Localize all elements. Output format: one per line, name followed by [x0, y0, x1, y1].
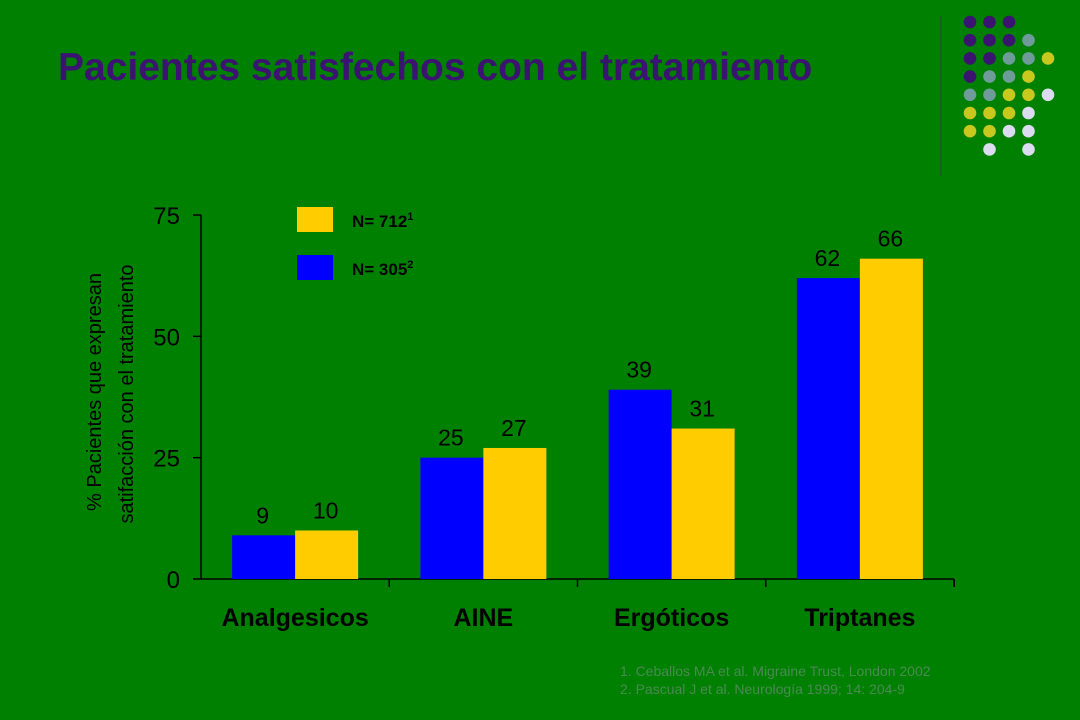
decor-dot: [1002, 15, 1016, 29]
decor-dot: [983, 124, 996, 138]
decor-dot: [983, 33, 996, 47]
decor-dot: [1002, 70, 1016, 83]
y-tick-label: 0: [167, 567, 180, 594]
bar: [232, 535, 296, 579]
decor-dot: [963, 124, 977, 138]
decor-dot: [1022, 143, 1035, 156]
data-label: 9: [256, 502, 269, 528]
decor-dot: [983, 106, 996, 120]
decor-dot: [1002, 106, 1016, 120]
decor-dot: [1002, 52, 1016, 65]
y-tick-label: 50: [153, 324, 180, 351]
decor-dot: [983, 52, 996, 65]
decor-dot: [1022, 106, 1035, 120]
y-tick-label: 75: [153, 203, 180, 230]
bar: [859, 258, 923, 579]
decor-dot: [1002, 33, 1016, 47]
legend-swatch: [297, 207, 333, 232]
decorative-dot-grid: [940, 15, 1055, 176]
bar: [671, 428, 735, 579]
decor-dot: [1022, 33, 1035, 47]
data-label: 39: [626, 357, 652, 383]
reference-1: 1. Ceballos MA et al. Migraine Trust, Lo…: [620, 663, 931, 679]
y-axis-label-line-2: satifacción con el tratamiento: [116, 264, 138, 523]
data-label: 31: [689, 396, 715, 422]
data-label: 27: [501, 415, 527, 441]
bar: [483, 447, 547, 579]
x-tick-label: Triptanes: [804, 604, 915, 632]
legend-label: N= 7121: [352, 211, 413, 231]
decor-dot: [1002, 88, 1016, 102]
bar: [295, 530, 359, 579]
data-label: 25: [438, 425, 464, 451]
data-label: 10: [313, 497, 339, 523]
decor-dot: [963, 106, 977, 120]
decor-dot: [1041, 88, 1055, 102]
legend-swatch: [297, 255, 333, 280]
decor-dot: [983, 15, 996, 29]
decor-dot: [983, 143, 996, 156]
decor-dot: [963, 88, 977, 102]
bar: [608, 389, 672, 579]
legend-label: N= 3052: [352, 259, 413, 279]
x-tick-label: AINE: [454, 604, 514, 632]
decor-dot: [1022, 70, 1035, 83]
decor-dot: [983, 88, 996, 102]
bar: [420, 457, 484, 579]
x-tick-label: Analgesicos: [221, 604, 368, 632]
decor-dot: [983, 70, 996, 83]
references: 1. Ceballos MA et al. Migraine Trust, Lo…: [620, 662, 931, 698]
data-label: 66: [878, 226, 904, 252]
y-tick-label: 25: [153, 446, 180, 473]
decor-dot: [1002, 124, 1016, 138]
decor-dot: [963, 70, 977, 83]
data-label: 62: [815, 245, 841, 271]
decor-dot: [1022, 124, 1035, 138]
reference-2: 2. Pascual J et al. Neurología 1999; 14:…: [620, 681, 905, 697]
decor-dot: [963, 33, 977, 47]
decor-dot: [1022, 52, 1035, 65]
decor-dot: [1022, 88, 1035, 102]
decor-dot: [1041, 52, 1055, 65]
slide-title: Pacientes satisfechos con el tratamiento: [58, 46, 813, 89]
y-axis-label-line-1: % Pacientes que expresan: [84, 273, 106, 511]
decor-dot: [963, 15, 977, 29]
decor-dot: [963, 52, 977, 65]
bar: [796, 278, 860, 579]
x-tick-label: Ergóticos: [614, 604, 729, 632]
